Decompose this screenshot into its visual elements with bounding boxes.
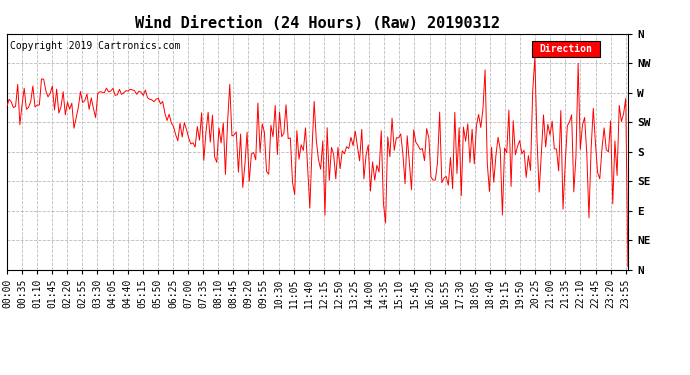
Text: Copyright 2019 Cartronics.com: Copyright 2019 Cartronics.com xyxy=(10,41,180,51)
Text: Direction: Direction xyxy=(540,44,592,54)
FancyBboxPatch shape xyxy=(531,41,600,57)
Title: Wind Direction (24 Hours) (Raw) 20190312: Wind Direction (24 Hours) (Raw) 20190312 xyxy=(135,16,500,31)
